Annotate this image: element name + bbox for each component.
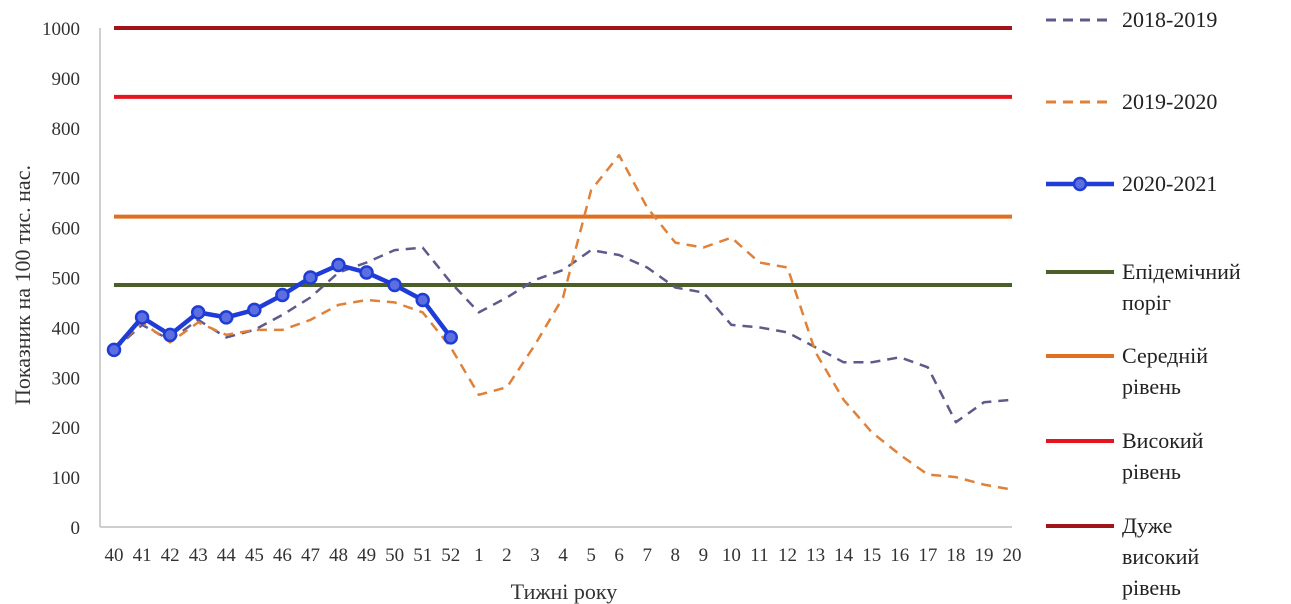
x-tick-label: 16	[890, 545, 909, 566]
data-point	[415, 292, 430, 308]
x-tick-label: 43	[189, 545, 208, 566]
legend-label: Високий рівень	[1122, 428, 1204, 484]
y-tick-label: 1000	[42, 19, 80, 40]
data-point	[190, 305, 206, 320]
x-tick-label: 17	[918, 545, 937, 566]
x-tick-label: 42	[161, 545, 180, 566]
legend-label: 2019-2020	[1122, 89, 1218, 114]
x-tick-label: 19	[974, 545, 993, 566]
legend-label: Середній рівень	[1122, 343, 1209, 399]
x-tick-label: 3	[530, 545, 540, 566]
legend-swatch	[1046, 100, 1114, 104]
x-tick-label: 49	[357, 545, 376, 566]
legend-swatch	[1046, 270, 1114, 274]
x-tick-label: 8	[671, 545, 681, 566]
x-tick-label: 6	[614, 545, 624, 566]
y-tick-label: 100	[52, 468, 81, 489]
x-tick-label: 14	[834, 545, 854, 566]
x-tick-label: 15	[862, 545, 881, 566]
y-tick-label: 200	[52, 418, 81, 439]
x-tick-label: 12	[778, 545, 797, 566]
threshold-lines	[114, 26, 1012, 287]
data-point	[275, 287, 290, 303]
y-tick-labels: 0 100 200 300 400 500 600 700 800 900 1000	[42, 19, 80, 539]
y-tick-label: 300	[52, 368, 81, 389]
data-point	[387, 277, 402, 293]
x-tick-label: 10	[722, 545, 741, 566]
y-tick-label: 900	[52, 69, 81, 90]
series-line	[113, 153, 1013, 491]
y-tick-label: 800	[52, 119, 81, 140]
legend-swatch	[1046, 524, 1114, 528]
data-point	[134, 310, 150, 325]
x-axis-title: Тижні року	[511, 579, 618, 604]
x-tick-label: 40	[105, 545, 124, 566]
data-point	[359, 265, 374, 280]
x-tick-label: 45	[245, 545, 264, 566]
x-tick-label: 11	[750, 545, 768, 566]
y-tick-label: 700	[52, 169, 81, 190]
data-point	[303, 270, 318, 285]
legend-swatch	[1046, 439, 1114, 443]
x-tick-label: 7	[642, 545, 652, 566]
x-tick-labels: 40 41 42 43 44 45 46 47 48 49 50 51 52 1 2 3 4 5 6 7 8 9 10 11 1…	[105, 545, 1022, 566]
legend-label: 2018-2019	[1122, 7, 1218, 32]
x-tick-label: 1	[474, 545, 484, 566]
axes	[99, 28, 1012, 528]
legend-swatch	[1046, 176, 1114, 192]
data-point	[443, 330, 458, 345]
x-tick-label: 13	[806, 545, 825, 566]
x-tick-label: 18	[946, 545, 965, 566]
x-tick-label: 48	[329, 545, 348, 566]
legend-swatch	[1046, 18, 1114, 22]
legend-label: Епідемічний поріг	[1122, 259, 1241, 315]
x-tick-label: 46	[273, 545, 292, 566]
x-tick-label: 9	[699, 545, 709, 566]
x-tick-label: 41	[133, 545, 152, 566]
x-tick-label: 44	[217, 545, 237, 566]
data-point	[219, 310, 234, 325]
x-tick-label: 47	[301, 545, 320, 566]
x-tick-label: 52	[441, 545, 460, 566]
data-point	[331, 257, 346, 273]
y-tick-label: 0	[71, 518, 81, 539]
x-tick-label: 5	[586, 545, 596, 566]
data-series	[106, 153, 1013, 491]
legend-label: Дуже високий рівень	[1122, 513, 1200, 600]
y-axis-title: Показник на 100 тис. нас.	[10, 165, 35, 405]
x-tick-label: 50	[385, 545, 404, 566]
data-point	[106, 342, 122, 358]
y-tick-label: 500	[52, 269, 81, 290]
data-point	[162, 327, 178, 343]
y-tick-label: 600	[52, 219, 81, 240]
data-point	[247, 302, 262, 318]
legend-label: 2020-2021	[1122, 171, 1218, 196]
x-tick-label: 51	[413, 545, 432, 566]
y-tick-label: 400	[52, 318, 81, 339]
series-line	[113, 246, 1013, 424]
x-tick-label: 20	[1003, 545, 1022, 566]
legend: 2018-2019 2019-2020 2020-2021 Епідемічний …	[1042, 0, 1291, 604]
x-tick-label: 4	[558, 545, 568, 566]
x-tick-label: 2	[502, 545, 512, 566]
legend-swatch	[1046, 354, 1114, 358]
